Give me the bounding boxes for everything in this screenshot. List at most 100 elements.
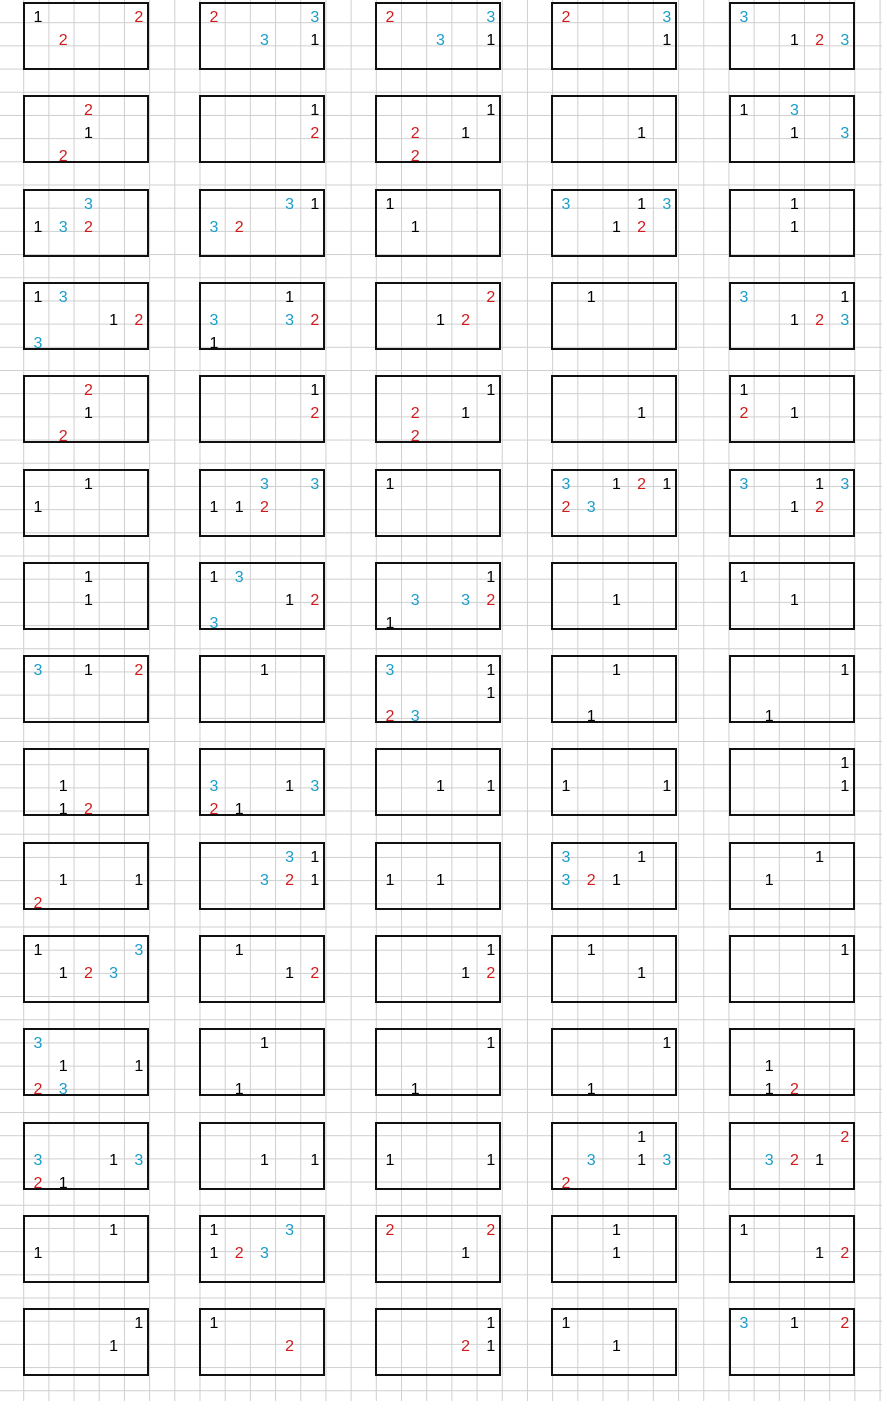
clue-number: 2: [410, 148, 420, 166]
clue-number: 1: [33, 942, 43, 959]
clue-number: 1: [33, 1245, 43, 1263]
clue-number: 2: [486, 289, 496, 306]
puzzle-box: 1: [199, 655, 325, 723]
clue-number: 2: [209, 9, 219, 26]
clue-number: 1: [789, 32, 799, 50]
clue-number: 3: [109, 965, 119, 983]
clue-number: 1: [83, 405, 93, 423]
clue-number: 3: [310, 476, 320, 493]
clue-number: 3: [840, 32, 850, 50]
clue-number: 3: [310, 778, 320, 796]
clue-number: 1: [310, 32, 320, 50]
clue-number: 3: [561, 196, 571, 213]
clue-number: 2: [815, 499, 825, 517]
puzzle-box: 2 3 3 1: [375, 2, 501, 70]
clue-number: 3: [410, 708, 420, 726]
clue-number: 3: [134, 1152, 144, 1170]
clue-number: 1: [586, 1081, 596, 1099]
clue-number: 2: [83, 219, 93, 237]
clue-number: 3: [586, 499, 596, 517]
clue-number: 2: [234, 1245, 244, 1263]
clue-number: 1: [840, 778, 850, 796]
clue-number: 3: [209, 778, 219, 796]
clue-number: 1: [739, 1222, 749, 1239]
clue-number: 2: [33, 1081, 43, 1099]
clue-number: 1: [840, 289, 850, 306]
clue-number: 1: [385, 872, 395, 890]
clue-number: 2: [840, 1315, 850, 1332]
clue-number: 1: [611, 662, 621, 679]
clue-number: 3: [259, 1245, 269, 1263]
clue-number: 1: [637, 125, 647, 143]
clue-number: 2: [410, 125, 420, 143]
clue-number: 1: [611, 1338, 621, 1356]
clue-number: 1: [486, 942, 496, 959]
clue-number: 3: [739, 289, 749, 306]
clue-number: 1: [662, 32, 672, 50]
clue-number: 1: [486, 1338, 496, 1356]
clue-number: 3: [739, 9, 749, 26]
clue-number: 1: [109, 1338, 119, 1356]
clue-number: 1: [234, 801, 244, 819]
clue-number: 2: [486, 592, 496, 610]
clue-number: 1: [789, 312, 799, 330]
puzzle-box: 1: [551, 562, 677, 630]
puzzle-box: 1 2 1: [729, 375, 855, 443]
clue-number: 1: [234, 942, 244, 959]
clue-number: 2: [410, 405, 420, 423]
clue-number: 2: [310, 405, 320, 423]
clue-number: 1: [637, 849, 647, 866]
clue-number: 3: [561, 476, 571, 493]
clue-number: 1: [209, 1245, 219, 1263]
puzzle-box: 1: [375, 469, 501, 537]
clue-number: 1: [134, 1058, 144, 1076]
puzzle-box: 1: [729, 935, 855, 1003]
clue-number: 3: [840, 312, 850, 330]
clue-number: 2: [586, 872, 596, 890]
clue-number: 2: [285, 872, 295, 890]
clue-number: 1: [58, 801, 68, 819]
clue-number: 2: [58, 32, 68, 50]
puzzle-box: 1 3 1 3: [729, 95, 855, 163]
clue-number: 1: [33, 219, 43, 237]
clue-number: 2: [310, 592, 320, 610]
clue-number: 1: [83, 592, 93, 610]
puzzle-box: 1: [551, 282, 677, 350]
clue-number: 1: [486, 569, 496, 586]
clue-number: 1: [637, 1129, 647, 1146]
clue-number: 1: [435, 778, 445, 796]
clue-number: 2: [637, 219, 647, 237]
clue-number: 1: [58, 1175, 68, 1193]
clue-number: 3: [789, 102, 799, 119]
clue-number: 1: [662, 778, 672, 796]
clue-number: 2: [83, 382, 93, 399]
clue-number: 1: [259, 1035, 269, 1052]
clue-number: 1: [739, 569, 749, 586]
clue-number: 3: [285, 196, 295, 213]
clue-number: 3: [58, 289, 68, 306]
clue-number: 1: [461, 125, 471, 143]
clue-number: 1: [58, 1058, 68, 1076]
clue-number: 1: [611, 1245, 621, 1263]
clue-number: 1: [83, 569, 93, 586]
clue-number: 1: [209, 335, 219, 353]
clue-number: 3: [58, 219, 68, 237]
clue-number: 1: [789, 405, 799, 423]
